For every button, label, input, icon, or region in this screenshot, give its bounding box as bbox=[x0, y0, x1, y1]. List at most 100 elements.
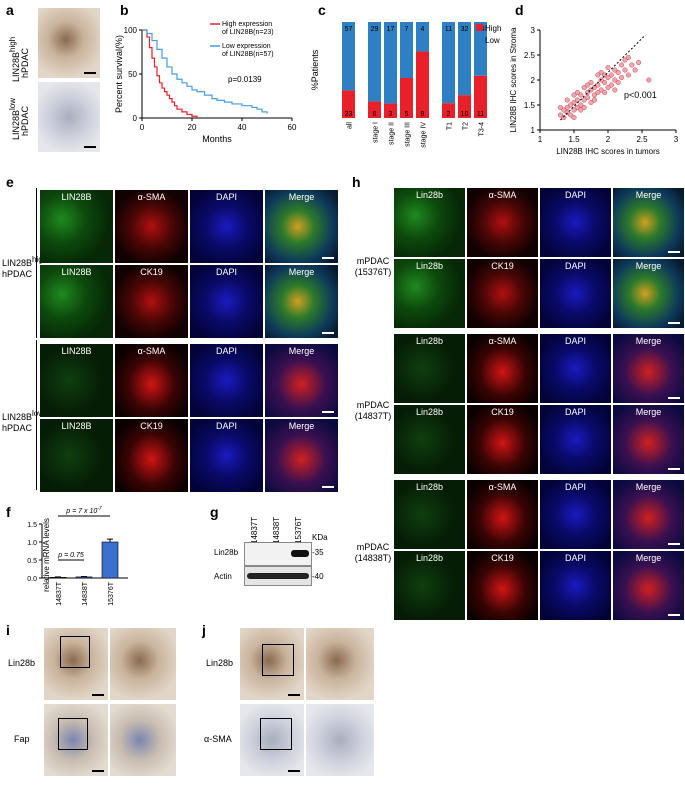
panel-e-image-tile: Merge bbox=[265, 419, 338, 492]
legend-entry: High expression bbox=[222, 21, 272, 28]
scatter-point bbox=[585, 82, 591, 88]
blot-lane-label: 14838T bbox=[272, 516, 281, 544]
scale-bar bbox=[668, 543, 680, 545]
scatter-point bbox=[629, 62, 635, 68]
scale-bar bbox=[322, 257, 334, 259]
bar-count-high: 11 bbox=[477, 111, 484, 118]
category-label: stage II bbox=[389, 122, 396, 145]
bar-count-high: 23 bbox=[345, 111, 353, 118]
scale-bar bbox=[322, 411, 334, 413]
scale-bar bbox=[668, 468, 680, 470]
x-tick-label: 2 bbox=[606, 135, 611, 144]
y-tick-label: 1.0 bbox=[27, 540, 37, 547]
x-axis-label: Months bbox=[202, 134, 232, 144]
legend-entry-low: Low bbox=[485, 36, 500, 45]
scatter-point bbox=[608, 82, 614, 88]
panel-e-image-tile: DAPI bbox=[190, 344, 263, 417]
scatter-point bbox=[574, 97, 580, 103]
bar-high bbox=[342, 90, 355, 118]
y-axis-label: Percent survival(%) bbox=[114, 35, 124, 113]
scatter-point bbox=[588, 79, 594, 86]
scatter-point bbox=[571, 107, 577, 113]
bar-count-low: 32 bbox=[461, 26, 469, 33]
scatter-point bbox=[568, 102, 574, 108]
bar-count-low: 7 bbox=[405, 26, 409, 33]
panel-e-image-tile: Merge bbox=[265, 190, 338, 263]
panel-e-bracket-low bbox=[36, 340, 37, 490]
panel-i-fap-image bbox=[44, 704, 108, 776]
scatter-point bbox=[608, 72, 614, 78]
scatter-point bbox=[625, 72, 631, 78]
significance-exponent: -7 bbox=[97, 506, 102, 512]
panel-e-image-tile: Merge bbox=[265, 265, 338, 338]
legend-entry-high: High bbox=[485, 24, 501, 33]
panel-e-image-tile: CK19 bbox=[115, 419, 188, 492]
blot-band-15376T bbox=[291, 550, 309, 557]
category-label: T3-4 bbox=[479, 122, 486, 137]
scatter-point bbox=[646, 77, 652, 83]
panel-e-channel-label: LIN28B bbox=[61, 192, 92, 202]
scatter-point bbox=[564, 97, 570, 103]
scatter-point bbox=[622, 57, 628, 63]
scatter-point bbox=[591, 92, 597, 98]
mrna-bar-chart: 0.0 0.5 1.0 1.5 relative mRNA levels 14837T 14… bbox=[27, 506, 128, 606]
legend-entry: Low expression bbox=[222, 43, 271, 50]
scatter-point bbox=[619, 62, 625, 68]
survival-chart: 0 20 40 60 0 50 100 Months Percent survival(%) Hi… bbox=[114, 21, 297, 144]
y-axis-label: LIN28B IHC scores in Stroma bbox=[509, 27, 518, 132]
scatter-point bbox=[585, 94, 591, 101]
panel-e-image-tile: DAPI bbox=[190, 265, 263, 338]
scatter-point bbox=[615, 79, 621, 86]
scale-bar bbox=[84, 146, 96, 148]
scatter-point bbox=[557, 104, 563, 111]
bar-low bbox=[474, 22, 487, 76]
category-label: stage I bbox=[373, 122, 380, 143]
panel-h-image-tile: Lin28b bbox=[394, 551, 465, 620]
scale-bar bbox=[288, 694, 300, 696]
x-tick-label: 2.5 bbox=[636, 135, 648, 144]
panel-h-channel-label: Lin28b bbox=[415, 482, 444, 492]
bar-count-low: 57 bbox=[345, 26, 353, 33]
panel-j-asma-image bbox=[240, 704, 304, 776]
y-axis-label: relative mRNA levels bbox=[42, 518, 51, 592]
panel-letter-e: e bbox=[6, 174, 14, 190]
panel-e-bracket-high bbox=[36, 188, 37, 338]
category-label: stage IV bbox=[421, 122, 428, 148]
scatter-point bbox=[578, 107, 584, 113]
scatter-point bbox=[564, 104, 570, 111]
y-tick-label: 0.0 bbox=[27, 576, 37, 583]
x-tick-label: 20 bbox=[188, 123, 197, 132]
panel-j-row-label: Lin28b bbox=[206, 658, 234, 668]
scatter-point bbox=[612, 87, 618, 93]
bar-count-low: 17 bbox=[387, 26, 395, 33]
scatter-point bbox=[581, 104, 587, 111]
panel-j-asma-zoom-image bbox=[306, 704, 374, 776]
panel-h-image-tile: Lin28b bbox=[394, 188, 465, 257]
panel-h-image-tile: α-SMA bbox=[467, 188, 538, 257]
panel-letter-g: g bbox=[210, 504, 219, 520]
category-label: all bbox=[347, 122, 354, 129]
scatter-point bbox=[602, 79, 608, 86]
bar-high bbox=[474, 75, 487, 118]
panel-h-image-tile: Merge bbox=[613, 188, 684, 257]
panel-h-image-tile: DAPI bbox=[540, 405, 611, 474]
panel-e-image-tile: Merge bbox=[265, 344, 338, 417]
scale-bar bbox=[668, 614, 680, 616]
scatter-point bbox=[602, 72, 608, 78]
bar-low bbox=[416, 22, 429, 52]
scatter-point bbox=[591, 84, 597, 91]
zoom-box bbox=[260, 718, 292, 750]
scatter-point bbox=[568, 112, 574, 118]
scatter-point bbox=[561, 107, 567, 113]
blot-marker-40: -40 bbox=[312, 572, 324, 581]
bar-low bbox=[458, 22, 471, 96]
bar-count-high: 10 bbox=[461, 111, 469, 118]
bar-count-low: 29 bbox=[371, 26, 379, 33]
bar-count-high: 2 bbox=[447, 111, 451, 118]
x-tick-label: 60 bbox=[288, 123, 297, 132]
panel-e-channel-label: DAPI bbox=[215, 192, 237, 202]
zoom-box bbox=[60, 636, 90, 668]
panel-e-image-tile: LIN28B bbox=[40, 344, 113, 417]
bar-count-low: 4 bbox=[421, 26, 425, 33]
scatter-point bbox=[598, 69, 604, 76]
